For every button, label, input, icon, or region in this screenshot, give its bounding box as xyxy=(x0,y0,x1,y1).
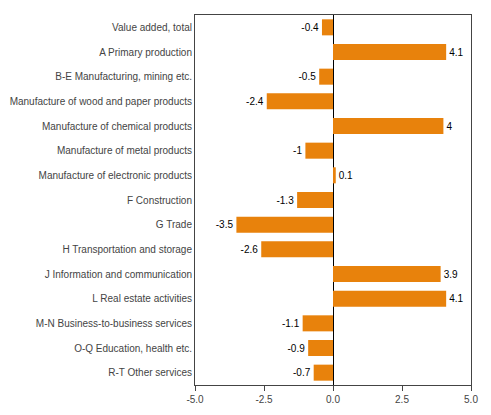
svg-text:Manufacture of chemical produc: Manufacture of chemical products xyxy=(42,121,192,132)
svg-text:0.0: 0.0 xyxy=(326,394,340,405)
svg-text:3.9: 3.9 xyxy=(444,269,458,280)
svg-text:L Real estate activities: L Real estate activities xyxy=(92,293,192,304)
svg-text:-1.1: -1.1 xyxy=(282,318,300,329)
svg-text:-0.9: -0.9 xyxy=(287,343,305,354)
svg-text:-0.5: -0.5 xyxy=(299,71,317,82)
svg-text:-0.4: -0.4 xyxy=(301,22,319,33)
svg-text:Manufacture of electronic prod: Manufacture of electronic products xyxy=(39,170,192,181)
svg-text:A Primary production: A Primary production xyxy=(99,47,192,58)
svg-text:4.1: 4.1 xyxy=(449,293,463,304)
svg-text:J Information and communicatio: J Information and communication xyxy=(45,269,192,280)
svg-text:-2.6: -2.6 xyxy=(241,244,259,255)
svg-text:-3.5: -3.5 xyxy=(216,219,234,230)
svg-text:-2.4: -2.4 xyxy=(246,96,264,107)
svg-text:-2.5: -2.5 xyxy=(255,394,273,405)
svg-text:4: 4 xyxy=(446,121,452,132)
svg-text:Value added, total: Value added, total xyxy=(112,22,192,33)
svg-text:B-E Manufacturing, mining etc.: B-E Manufacturing, mining etc. xyxy=(55,71,192,82)
svg-text:-0.7: -0.7 xyxy=(293,367,311,378)
svg-text:R-T Other services: R-T Other services xyxy=(108,367,192,378)
svg-text:-1.3: -1.3 xyxy=(276,195,294,206)
svg-text:F Construction: F Construction xyxy=(127,195,192,206)
svg-text:M-N Business-to-business servi: M-N Business-to-business services xyxy=(36,318,192,329)
svg-text:G Trade: G Trade xyxy=(156,219,193,230)
svg-text:5.0: 5.0 xyxy=(464,394,478,405)
svg-text:-1: -1 xyxy=(293,145,302,156)
svg-text:Manufacture of metal products: Manufacture of metal products xyxy=(57,145,192,156)
svg-text:Manufacture of wood and paper: Manufacture of wood and paper products xyxy=(10,96,192,107)
svg-text:0.1: 0.1 xyxy=(339,170,353,181)
svg-text:4.1: 4.1 xyxy=(449,47,463,58)
svg-text:-5.0: -5.0 xyxy=(186,394,204,405)
svg-text:2.5: 2.5 xyxy=(395,394,409,405)
svg-text:O-Q Education, health etc.: O-Q Education, health etc. xyxy=(74,343,192,354)
svg-text:H Transportation and storage: H Transportation and storage xyxy=(62,244,192,255)
